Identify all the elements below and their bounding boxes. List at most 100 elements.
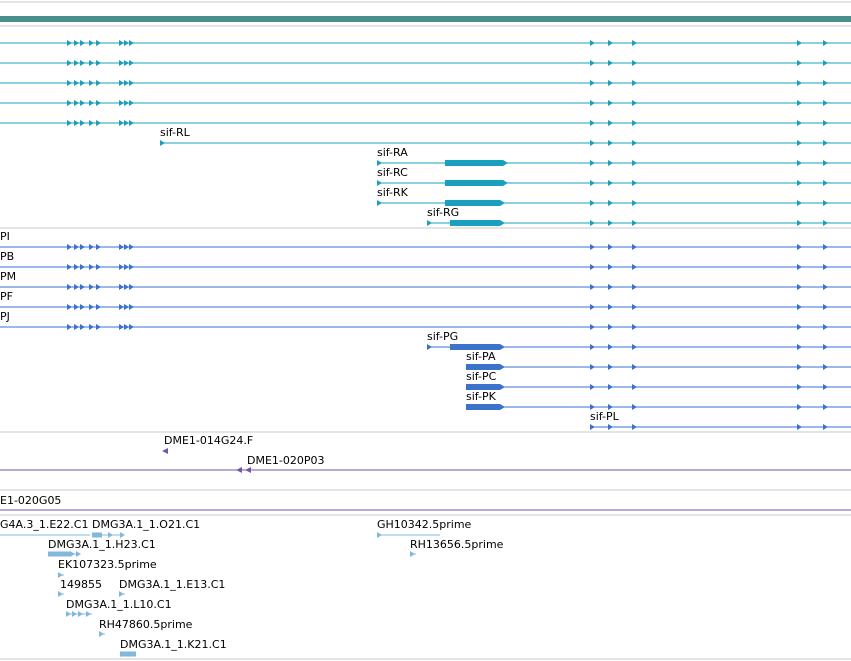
strand-arrow-icon xyxy=(632,384,637,390)
strand-arrow-icon xyxy=(632,60,637,66)
strand-arrow-icon xyxy=(70,551,75,557)
feature-label: DMG3A.1_1.H23.C1 xyxy=(48,538,156,551)
protein-feature[interactable]: sif-PG xyxy=(427,330,851,350)
strand-arrow-icon xyxy=(96,244,101,250)
protein-feature[interactable]: sif-PA xyxy=(466,350,851,370)
strand-arrow-icon xyxy=(129,264,134,270)
strand-arrow-icon xyxy=(124,100,129,106)
strand-arrow-icon xyxy=(590,424,595,430)
strand-arrow-icon xyxy=(608,244,613,250)
transcript-feature[interactable] xyxy=(0,120,851,126)
est-feature[interactable]: DMG3A.1_1.E13.C1 xyxy=(119,578,225,597)
feature-label: RH47860.5prime xyxy=(99,618,193,631)
strand-arrow-icon xyxy=(76,551,81,557)
feature-label: DMG3A.1_1.L10.C1 xyxy=(66,598,172,611)
strand-arrow-icon xyxy=(80,284,85,290)
transcript-feature[interactable]: sif-RG xyxy=(427,206,851,226)
strand-arrow-icon xyxy=(67,264,72,270)
strand-arrow-icon xyxy=(590,80,595,86)
clone-feature[interactable]: E1-020G05 xyxy=(0,494,61,507)
clone-track: DME1-014G24.F DME1-020P03 xyxy=(0,434,851,473)
feature-label: PM xyxy=(0,270,16,283)
strand-arrow-icon xyxy=(590,180,595,186)
strand-arrow-icon xyxy=(427,344,432,350)
transcript-feature[interactable] xyxy=(0,60,851,66)
protein-feature[interactable]: PJ xyxy=(0,310,851,330)
strand-arrow-icon xyxy=(119,60,124,66)
strand-arrow-icon xyxy=(590,384,595,390)
strand-arrow-icon xyxy=(632,120,637,126)
protein-feature[interactable]: sif-PL xyxy=(590,410,851,430)
strand-arrow-icon xyxy=(377,160,382,166)
strand-arrow-icon xyxy=(632,264,637,270)
feature-label: sif-PK xyxy=(466,390,497,403)
feature-label: DMG3A.1_1.E13.C1 xyxy=(119,578,225,591)
strand-arrow-icon xyxy=(89,80,94,86)
transcript-feature[interactable]: sif-RK xyxy=(377,186,851,206)
est-feature[interactable]: GH10342.5prime xyxy=(377,518,472,538)
strand-arrow-icon xyxy=(797,40,802,46)
strand-arrow-icon xyxy=(80,304,85,310)
feature-label: 149855 xyxy=(60,578,102,591)
strand-arrow-icon xyxy=(67,40,72,46)
strand-arrow-icon xyxy=(108,532,113,538)
protein-feature[interactable]: PF xyxy=(0,290,851,310)
feature-label: DMG3A.1_1.K21.C1 xyxy=(120,638,227,651)
strand-arrow-icon xyxy=(608,40,613,46)
est-feature[interactable]: G4A.3_1.E22.C1 xyxy=(0,518,90,536)
overview-scale-bar[interactable] xyxy=(0,16,851,22)
est-feature[interactable]: RH47860.5prime xyxy=(99,618,193,637)
strand-arrow-icon xyxy=(124,40,129,46)
clone-feature[interactable]: DME1-014G24.F xyxy=(162,434,253,454)
transcript-feature[interactable]: sif-RC xyxy=(377,166,851,186)
protein-feature[interactable]: PM xyxy=(0,270,851,290)
protein-track: PI PB PM PF PJ sif-PG sif-PA sif-PC sif-PK sif-PL xyxy=(0,230,851,430)
transcript-feature[interactable] xyxy=(0,40,851,46)
est-feature[interactable]: 149855 xyxy=(58,578,102,597)
est-feature[interactable]: DMG3A.1_1.H23.C1 xyxy=(48,538,156,557)
est-feature[interactable]: DMG3A.1_1.L10.C1 xyxy=(66,598,172,617)
strand-arrow-icon xyxy=(632,180,637,186)
strand-arrow-icon xyxy=(632,344,637,350)
strand-arrow-icon xyxy=(96,264,101,270)
protein-feature[interactable]: sif-PC xyxy=(466,370,851,390)
strand-arrow-icon xyxy=(823,80,828,86)
transcript-feature[interactable]: sif-RA xyxy=(377,146,851,166)
strand-arrow-icon xyxy=(89,120,94,126)
est-track: G4A.3_1.E22.C1 DMG3A.1_1.O21.C1 GH10342.5p… xyxy=(0,518,504,657)
protein-feature[interactable]: PB xyxy=(0,250,851,270)
strand-arrow-icon xyxy=(823,40,828,46)
strand-arrow-icon xyxy=(590,344,595,350)
strand-arrow-icon xyxy=(590,40,595,46)
est-feature[interactable]: DMG3A.1_1.K21.C1 xyxy=(120,638,227,657)
strand-arrow-icon xyxy=(124,120,129,126)
strand-arrow-icon xyxy=(590,304,595,310)
strand-arrow-icon xyxy=(124,244,129,250)
strand-arrow-icon xyxy=(80,40,85,46)
clone-feature[interactable]: DME1-020P03 xyxy=(0,454,851,473)
strand-arrow-icon xyxy=(377,200,382,206)
transcript-feature[interactable] xyxy=(0,100,851,106)
est-feature[interactable]: RH13656.5prime xyxy=(410,538,504,557)
strand-arrow-icon xyxy=(67,244,72,250)
strand-arrow-icon xyxy=(590,120,595,126)
est-feature[interactable]: EK107323.5prime xyxy=(58,558,157,578)
strand-arrow-icon xyxy=(80,100,85,106)
strand-arrow-icon xyxy=(823,404,828,410)
transcript-feature[interactable] xyxy=(0,80,851,86)
strand-arrow-icon xyxy=(608,364,613,370)
feature-label: sif-RG xyxy=(427,206,459,219)
strand-arrow-icon xyxy=(608,180,613,186)
strand-arrow-icon xyxy=(74,40,79,46)
protein-feature[interactable]: sif-PK xyxy=(466,390,851,410)
est-feature[interactable]: DMG3A.1_1.O21.C1 xyxy=(92,518,200,538)
protein-feature[interactable]: PI xyxy=(0,230,851,250)
feature-label: sif-RL xyxy=(160,126,191,139)
strand-arrow-icon xyxy=(590,220,595,226)
transcript-feature[interactable]: sif-RL xyxy=(160,126,851,146)
strand-arrow-icon xyxy=(590,284,595,290)
strand-arrow-icon xyxy=(632,40,637,46)
strand-arrow-icon xyxy=(74,120,79,126)
strand-arrow-icon xyxy=(96,100,101,106)
strand-arrow-icon xyxy=(797,60,802,66)
